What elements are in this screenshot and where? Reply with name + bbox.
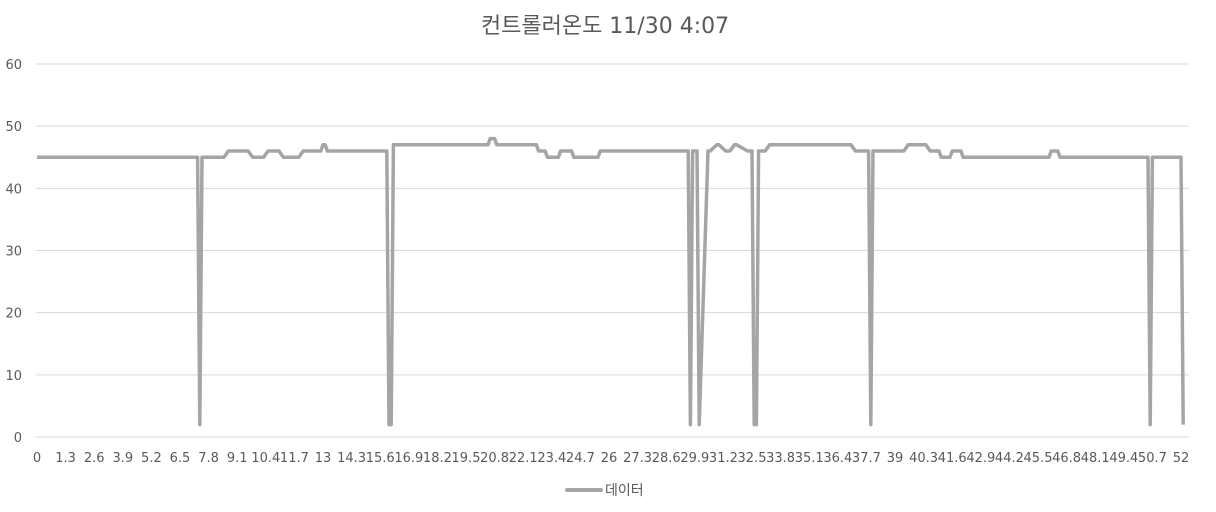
series-line [37, 136, 1185, 427]
x-tick-label: 7.8 [198, 451, 219, 466]
x-tick-label: 52 [1173, 451, 1190, 466]
x-tick-label: 3.9 [112, 451, 133, 466]
y-tick-label: 0 [14, 431, 22, 446]
x-tick-label: 46.8 [1052, 451, 1081, 466]
x-tick-label: 0 [33, 451, 41, 466]
x-tick-label: 45.5 [1024, 451, 1053, 466]
x-tick-label: 32.5 [738, 451, 767, 466]
x-tick-label: 10.4 [251, 451, 280, 466]
y-tick-label: 20 [5, 307, 22, 322]
x-tick-label: 40.3 [909, 451, 938, 466]
x-tick-label: 26 [601, 451, 618, 466]
x-tick-label: 23.4 [537, 451, 566, 466]
x-tick-label: 20.8 [480, 451, 509, 466]
x-axis-tick-labels: 0 1.3 2.6 3.9 5.2 6.5 7.8 9.1 10.4 11.7 13 14.3 15.6… [33, 451, 1189, 466]
x-tick-label: 9.1 [227, 451, 248, 466]
x-tick-label: 22.1 [509, 451, 538, 466]
legend: 데이터 [565, 483, 644, 499]
x-tick-label: 28.6 [652, 451, 681, 466]
x-tick-label: 36.4 [823, 451, 852, 466]
y-tick-label: 10 [5, 369, 22, 384]
x-tick-label: 44.2 [995, 451, 1024, 466]
x-tick-label: 41.6 [938, 451, 967, 466]
y-tick-label: 40 [5, 182, 22, 197]
x-tick-label: 16.9 [394, 451, 423, 466]
x-tick-label: 48.1 [1081, 451, 1110, 466]
x-tick-label: 50.7 [1138, 451, 1167, 466]
x-tick-label: 31.2 [709, 451, 738, 466]
x-tick-label: 37.7 [852, 451, 881, 466]
x-tick-label: 24.7 [566, 451, 595, 466]
x-tick-label: 6.5 [170, 451, 191, 466]
x-tick-label: 1.3 [55, 451, 76, 466]
chart-title: 컨트롤러온도 11/30 4:07 [481, 14, 729, 39]
x-tick-label: 29.9 [680, 451, 709, 466]
x-tick-label: 35.1 [795, 451, 824, 466]
x-tick-label: 33.8 [766, 451, 795, 466]
x-tick-label: 19.5 [452, 451, 481, 466]
y-axis-tick-labels: 0 10 20 30 40 50 60 [5, 58, 22, 446]
x-tick-label: 42.9 [966, 451, 995, 466]
x-tick-label: 14.3 [337, 451, 366, 466]
x-tick-label: 13 [315, 451, 332, 466]
x-tick-label: 27.3 [623, 451, 652, 466]
gridlines [36, 63, 1189, 438]
x-tick-label: 5.2 [141, 451, 162, 466]
x-tick-label: 2.6 [84, 451, 105, 466]
x-tick-label: 11.7 [280, 451, 309, 466]
x-tick-label: 15.6 [366, 451, 395, 466]
y-tick-label: 60 [5, 58, 22, 73]
y-tick-label: 50 [5, 120, 22, 135]
series-layer [37, 136, 1185, 427]
y-tick-label: 30 [5, 245, 22, 260]
x-tick-label: 49.4 [1109, 451, 1138, 466]
x-tick-label: 18.2 [423, 451, 452, 466]
legend-label-series: 데이터 [605, 483, 644, 499]
x-tick-label: 39 [887, 451, 904, 466]
